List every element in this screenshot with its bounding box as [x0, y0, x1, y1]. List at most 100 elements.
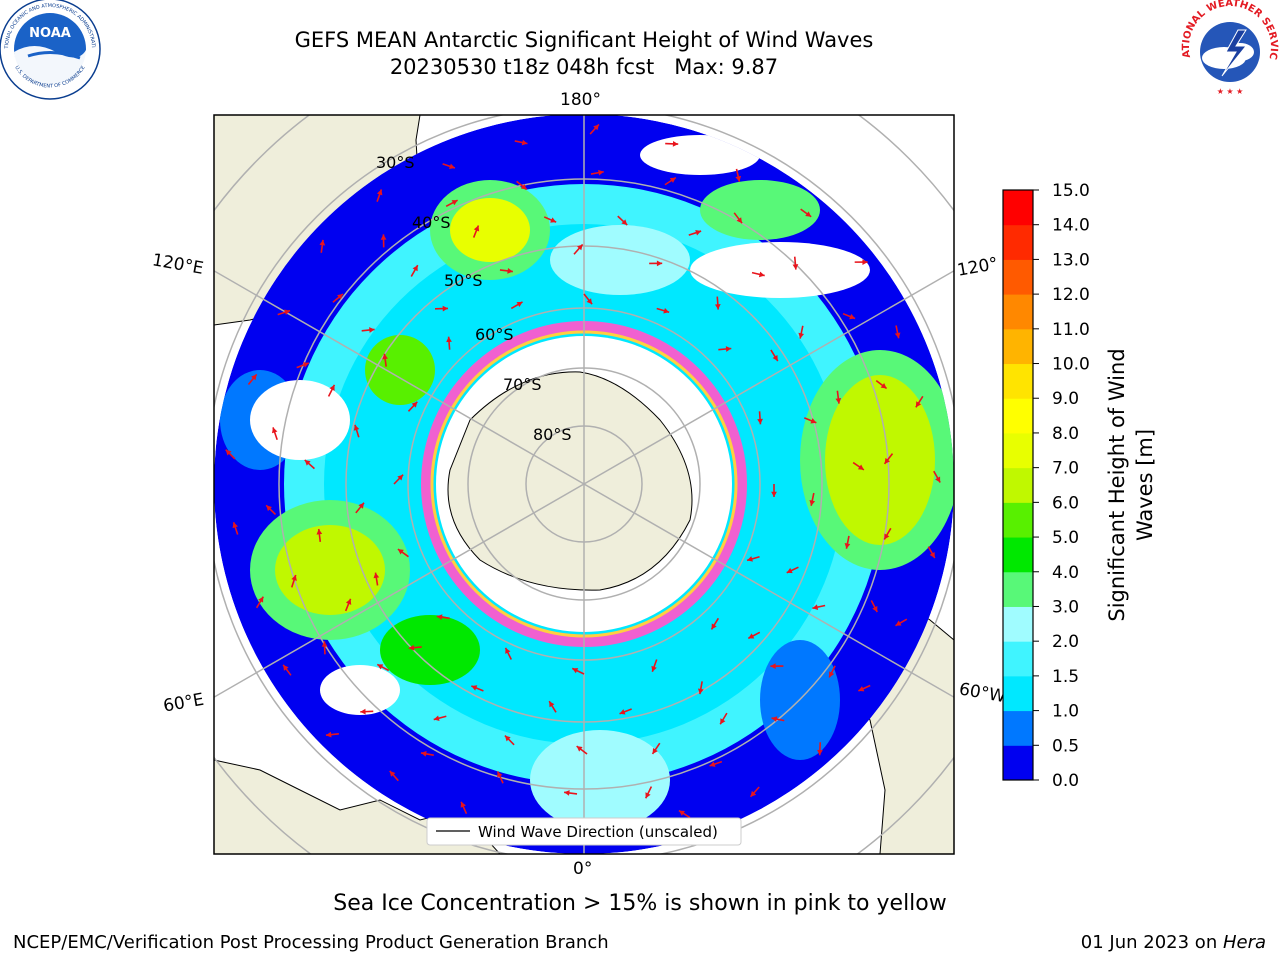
wave-direction-arrowhead [736, 217, 743, 224]
wave-direction-arrowhead [678, 810, 685, 816]
lat-label-30s: 30°S [376, 153, 415, 172]
wave-direction-arrowhead [412, 265, 418, 272]
wave-direction-arrowhead [397, 549, 404, 555]
colorbar-segment [1003, 675, 1033, 712]
wave-direction-arrowhead [935, 476, 941, 483]
wave-direction-arrowhead [817, 749, 823, 756]
wave-direction-arrowhead [672, 141, 679, 147]
wave-direction-arrowhead [376, 189, 383, 196]
wave-direction-arrowhead [880, 383, 887, 389]
colorbar-tick-label: 14.0 [1052, 216, 1090, 236]
wave-direction-arrowhead [645, 792, 651, 799]
wave-direction-arrowhead [656, 260, 663, 267]
wave-direction-arrowhead [757, 418, 763, 425]
lon-label-60w: 60°W [957, 679, 1007, 707]
colorbar-tick-label: 8.0 [1052, 424, 1079, 444]
wave-direction-arrowhead [473, 225, 480, 232]
colorbar-segment [1003, 467, 1033, 503]
colorbar-tick-label: 11.0 [1052, 320, 1090, 340]
wave-direction-arrowhead [663, 307, 670, 314]
wave-direction-arrowhead [460, 801, 466, 808]
wave-direction-arrowhead [651, 665, 657, 672]
wave-direction-arrowhead [798, 332, 805, 339]
wave-direction-arrowhead [857, 464, 864, 470]
wave-direction-arrowhead [446, 336, 452, 343]
wave-direction-arrowhead [929, 551, 935, 558]
wave-direction-arrowhead [735, 175, 742, 182]
wave-direction-arrowhead [397, 474, 404, 481]
wave-direction-arrowhead [497, 771, 503, 778]
wave-direction-arrowhead [353, 424, 360, 431]
wave-direction-arrowhead [505, 647, 511, 654]
map-panel: Wind Wave Direction (unscaled) [214, 115, 954, 854]
wave-direction-arrowhead [770, 663, 776, 670]
wave-direction-arrowhead [271, 427, 278, 434]
colorbar-tick-label: 9.0 [1052, 389, 1079, 409]
wave-direction-arrowhead [805, 211, 812, 217]
lat-label-70s: 70°S [503, 375, 542, 394]
colorbar-segment [1003, 432, 1033, 469]
wave-direction-arrowhead [771, 716, 778, 722]
wave-direction-arrowhead [621, 219, 628, 226]
colorbar-segment [1003, 606, 1033, 642]
nws-logo: NATIONAL WEATHER SERVICE ★ ★ ★ [0, 0, 1279, 97]
colorbar-tick-label: 15.0 [1052, 181, 1090, 201]
wave-direction-arrowhead [598, 169, 604, 176]
wave-direction-arrowhead [809, 500, 816, 506]
wave-direction-arrowhead [411, 401, 418, 408]
wave-direction-arrowhead [725, 346, 732, 352]
wave-direction-arrowhead [844, 542, 851, 549]
lon-label-120e: 120°E [151, 250, 205, 279]
wave-direction-arrowhead [747, 556, 753, 562]
wave-direction-arrowhead [586, 298, 593, 305]
colorbar-segment [1003, 363, 1033, 399]
footer-date-text: 01 Jun 2023 on [1080, 932, 1223, 953]
wave-direction-arrowhead [377, 664, 384, 670]
wave-direction-arrowhead [576, 746, 583, 752]
wave-direction-arrowhead [835, 398, 842, 404]
colorbar-tick-label: 10.0 [1052, 355, 1090, 375]
colorbar-segment [1003, 537, 1033, 573]
lat-label-40s: 40°S [412, 213, 451, 232]
wave-direction-arrowhead [284, 309, 291, 316]
colorbar-tick-label: 12.0 [1052, 285, 1090, 305]
wave-direction-arrowhead [849, 313, 856, 320]
colorbar-segment [1003, 398, 1033, 434]
nws-logo-arc-text: NATIONAL WEATHER SERVICE [0, 0, 1279, 60]
wave-direction-arrowhead [652, 747, 658, 754]
wave-direction-arrowhead [507, 268, 513, 274]
legend-text: Wind Wave Direction (unscaled) [478, 823, 718, 841]
lat-label-60s: 60°S [475, 325, 514, 344]
colorbar-segment [1003, 571, 1033, 607]
lon-label-180: 180° [560, 90, 601, 110]
wave-direction-arrowhead [748, 633, 755, 639]
colorbar-tick-label: 5.0 [1052, 528, 1079, 548]
wave-direction-arrowhead [709, 761, 716, 767]
colorbar: 0.0 0.5 1.0 1.5 2.0 3.0 4.0 5.0 6.0 7.0 8.0 9.0 10.0… [1002, 181, 1090, 791]
wave-direction-arrowhead [771, 491, 777, 497]
colorbar-segment [1003, 224, 1033, 260]
wave-direction-arrowhead [408, 644, 415, 651]
colorbar-segment [1003, 294, 1033, 330]
wave-direction-arrowhead [772, 355, 778, 362]
noaa-logo-text: NOAA [29, 26, 71, 41]
colorbar-label-line1: Significant Height of Wind [1105, 348, 1129, 621]
lon-label-60e: 60°E [162, 690, 206, 717]
wave-direction-arrowhead [251, 374, 257, 381]
map-frame [213, 114, 955, 855]
wave-direction-arrowhead [516, 301, 523, 308]
wave-direction-arrowhead [258, 596, 264, 603]
colorbar-segment [1003, 641, 1033, 677]
wave-direction-arrowhead [711, 623, 717, 630]
wave-direction-arrowhead [325, 731, 332, 738]
wave-direction-arrowhead [504, 735, 511, 742]
wave-direction-arrowhead [389, 770, 396, 777]
wave-direction-arrowhead [792, 264, 799, 270]
wave-direction-arrowhead [572, 668, 579, 674]
wave-direction-arrowhead [786, 567, 793, 574]
wave-direction-arrowhead [858, 686, 865, 692]
noaa-logo: NOAA NATIONAL OCEANIC AND ATMOSPHERIC AD… [0, 0, 101, 100]
wave-direction-arrowhead [225, 449, 232, 456]
wave-direction-arrowhead [449, 163, 455, 170]
